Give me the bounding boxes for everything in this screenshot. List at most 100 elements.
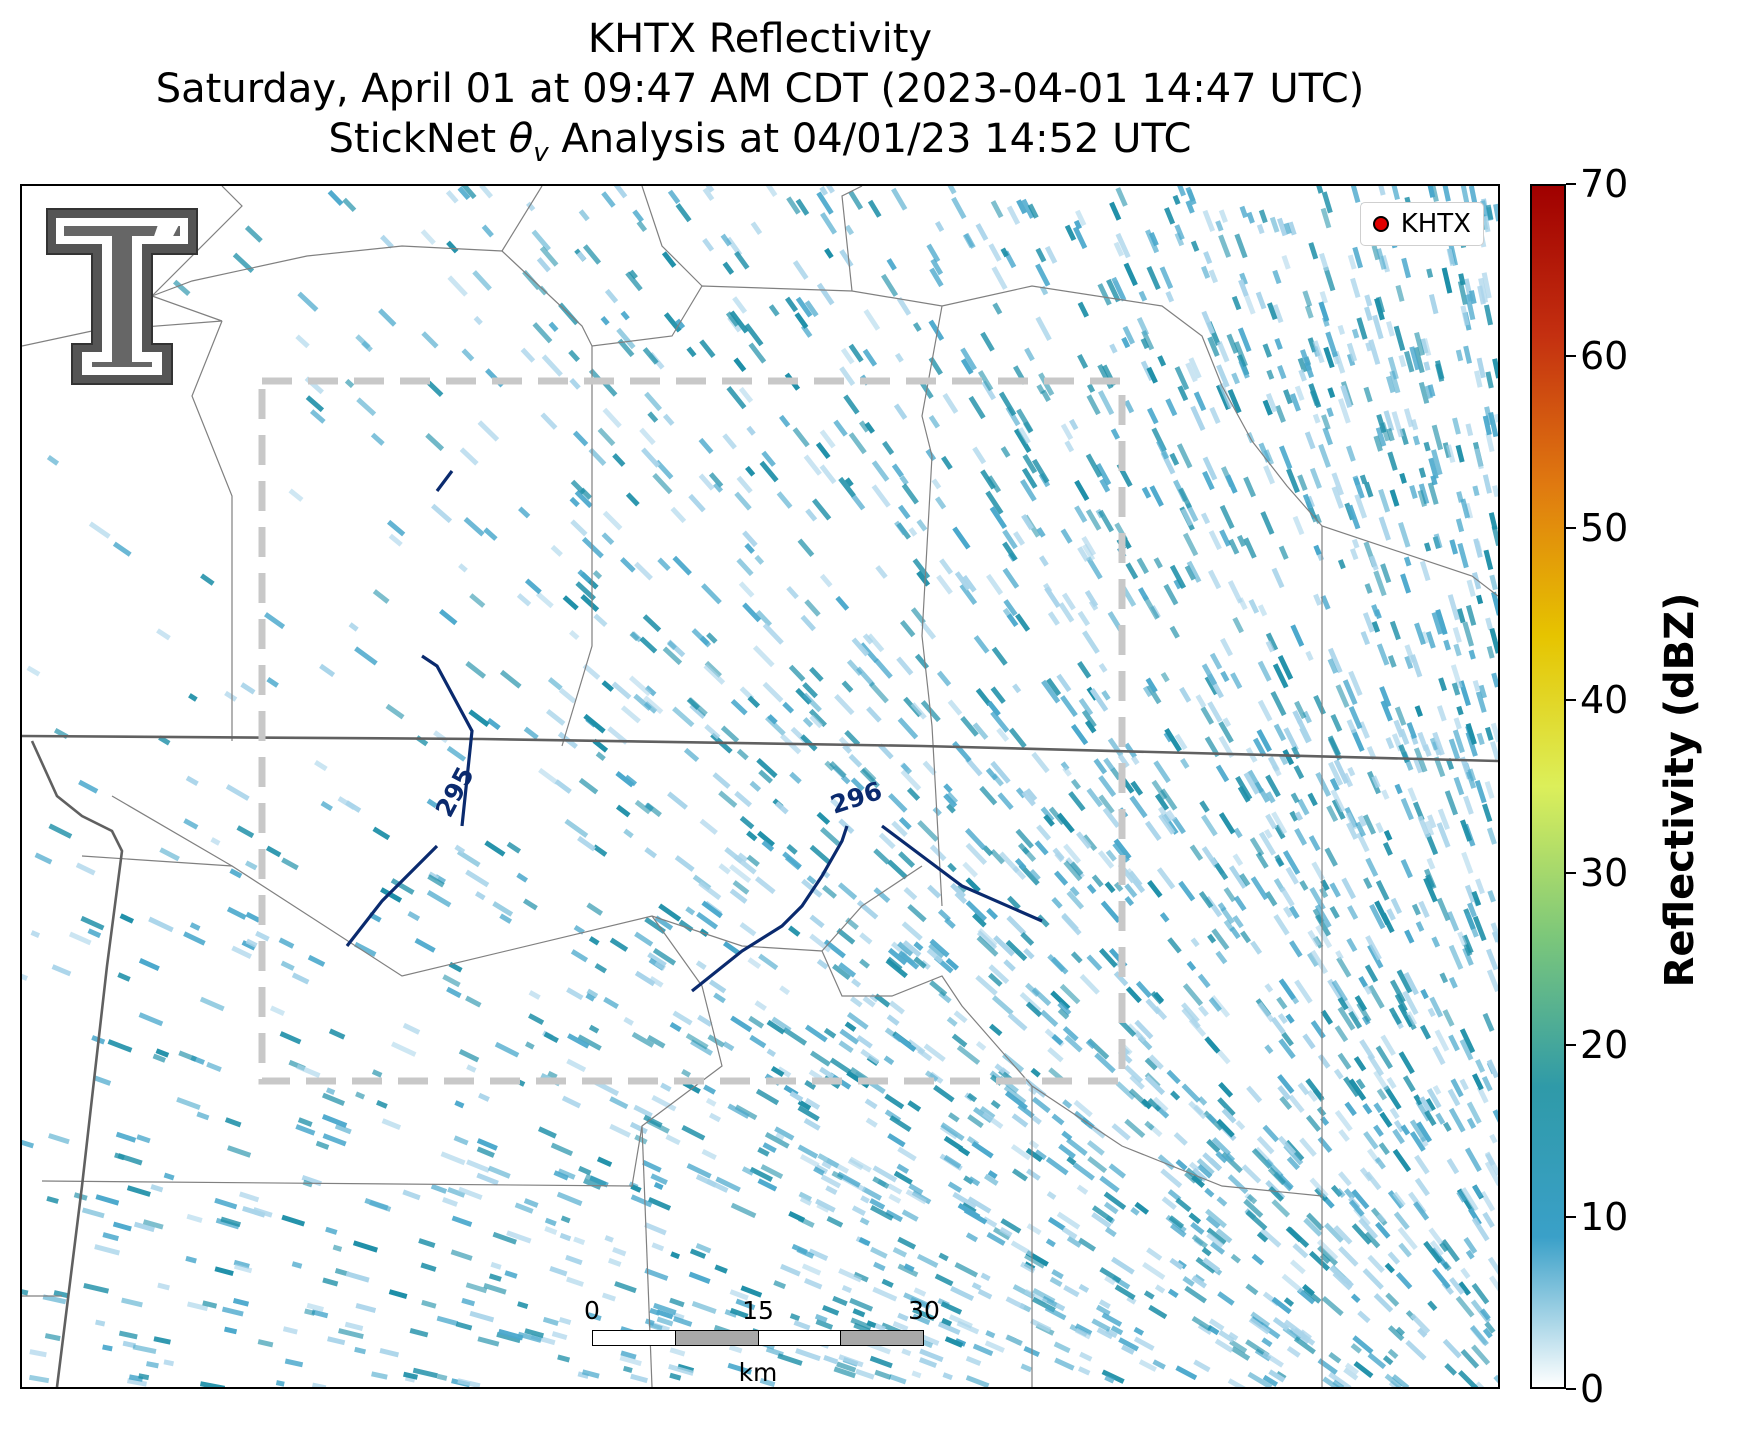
echo-streak [706, 632, 718, 644]
echo-streak [869, 1198, 886, 1210]
echo-streak [1423, 441, 1431, 452]
echo-streak [647, 952, 667, 968]
echo-streak [1174, 224, 1185, 241]
echo-streak [1218, 812, 1236, 835]
echo-streak [746, 854, 760, 867]
echo-streak [1476, 357, 1486, 379]
echo-streak [1130, 780, 1144, 796]
echo-streak [1452, 626, 1462, 643]
echo-streak [728, 1344, 743, 1354]
echo-streak [883, 1055, 895, 1066]
echo-streak [334, 1268, 350, 1277]
echo-streak [1292, 515, 1305, 536]
echo-streak [1350, 186, 1361, 203]
echo-streak [1147, 880, 1163, 898]
echo-streak [1414, 705, 1423, 718]
echo-streak [1019, 991, 1042, 1013]
echo-streak [1375, 1221, 1391, 1239]
echo-streak [1463, 345, 1473, 364]
echo-streak [569, 378, 581, 390]
echo-streak [985, 490, 1004, 515]
echo-streak [1035, 263, 1051, 287]
echo-streak [1399, 472, 1407, 484]
echo-streak [1422, 338, 1432, 357]
echo-streak [1347, 905, 1359, 920]
echo-streak [1310, 949, 1329, 975]
echo-streak [620, 557, 636, 573]
echo-streak [761, 840, 775, 852]
echo-streak [863, 308, 881, 331]
contour-295-line [421, 654, 474, 827]
echo-streak [1167, 1288, 1179, 1299]
echo-streak [888, 793, 908, 813]
echo-streak [1362, 1103, 1373, 1115]
echo-streak [1209, 406, 1221, 425]
echo-streak [652, 472, 673, 495]
colorbar-tick-label: 0 [1580, 1367, 1605, 1411]
echo-streak [962, 861, 979, 878]
echo-streak [1098, 1299, 1111, 1310]
echo-streak [799, 1154, 820, 1168]
echo-streak [967, 1114, 984, 1129]
echo-streak [653, 1302, 677, 1316]
echo-streak [483, 527, 498, 541]
echo-streak [418, 1238, 436, 1248]
echo-streak [1364, 583, 1373, 594]
contour-295-segment [435, 470, 454, 492]
echo-streak [1371, 775, 1381, 789]
echo-streak [975, 688, 992, 707]
echo-streak [1267, 756, 1279, 771]
echo-streak [1400, 573, 1412, 594]
echo-streak [943, 783, 953, 794]
state-line [22, 734, 1498, 763]
echo-streak [795, 198, 810, 216]
echo-streak [1265, 890, 1278, 907]
echo-streak [1235, 775, 1253, 801]
echo-streak [1487, 890, 1496, 903]
echo-streak [456, 849, 481, 868]
echo-streak [409, 1328, 429, 1338]
echo-streak [1277, 1074, 1295, 1094]
echo-streak [1294, 827, 1308, 846]
echo-streak [1392, 1128, 1405, 1145]
echo-streak [1322, 427, 1334, 446]
echo-streak [829, 761, 847, 779]
echo-streak [114, 1152, 125, 1161]
echo-streak [908, 1183, 924, 1195]
echo-streak [1312, 340, 1325, 364]
echo-streak [1238, 279, 1249, 298]
echo-streak [801, 878, 823, 898]
echo-streak [805, 508, 818, 522]
echo-streak [487, 1165, 511, 1179]
echo-streak [1068, 791, 1086, 812]
echo-streak [1219, 504, 1235, 530]
echo-streak [1267, 1166, 1286, 1186]
echo-streak [229, 868, 243, 879]
echo-streak [1262, 399, 1273, 416]
echo-streak [672, 555, 692, 576]
echo-streak [446, 986, 462, 999]
echo-streak [934, 1273, 954, 1287]
echo-streak [574, 490, 593, 509]
echo-streak [586, 902, 604, 916]
echo-streak [391, 1041, 417, 1057]
echo-streak [873, 1261, 886, 1272]
echo-streak [1272, 269, 1282, 285]
echo-streak [839, 366, 856, 386]
echo-streak [425, 433, 445, 452]
echo-streak [1456, 1190, 1467, 1203]
echo-streak [1208, 530, 1222, 551]
echo-streak [1463, 1236, 1478, 1254]
echo-streak [980, 331, 995, 352]
echo-streak [1138, 290, 1148, 302]
echo-streak [757, 830, 775, 847]
echo-streak [232, 252, 255, 274]
echo-streak [893, 1033, 917, 1052]
echo-streak [1472, 915, 1487, 942]
echo-streak [944, 917, 956, 929]
echo-streak [594, 963, 607, 974]
echo-streak [1157, 806, 1172, 823]
scalebar-segment [593, 1331, 676, 1345]
echo-streak [952, 1191, 977, 1210]
echo-streak [734, 790, 753, 808]
